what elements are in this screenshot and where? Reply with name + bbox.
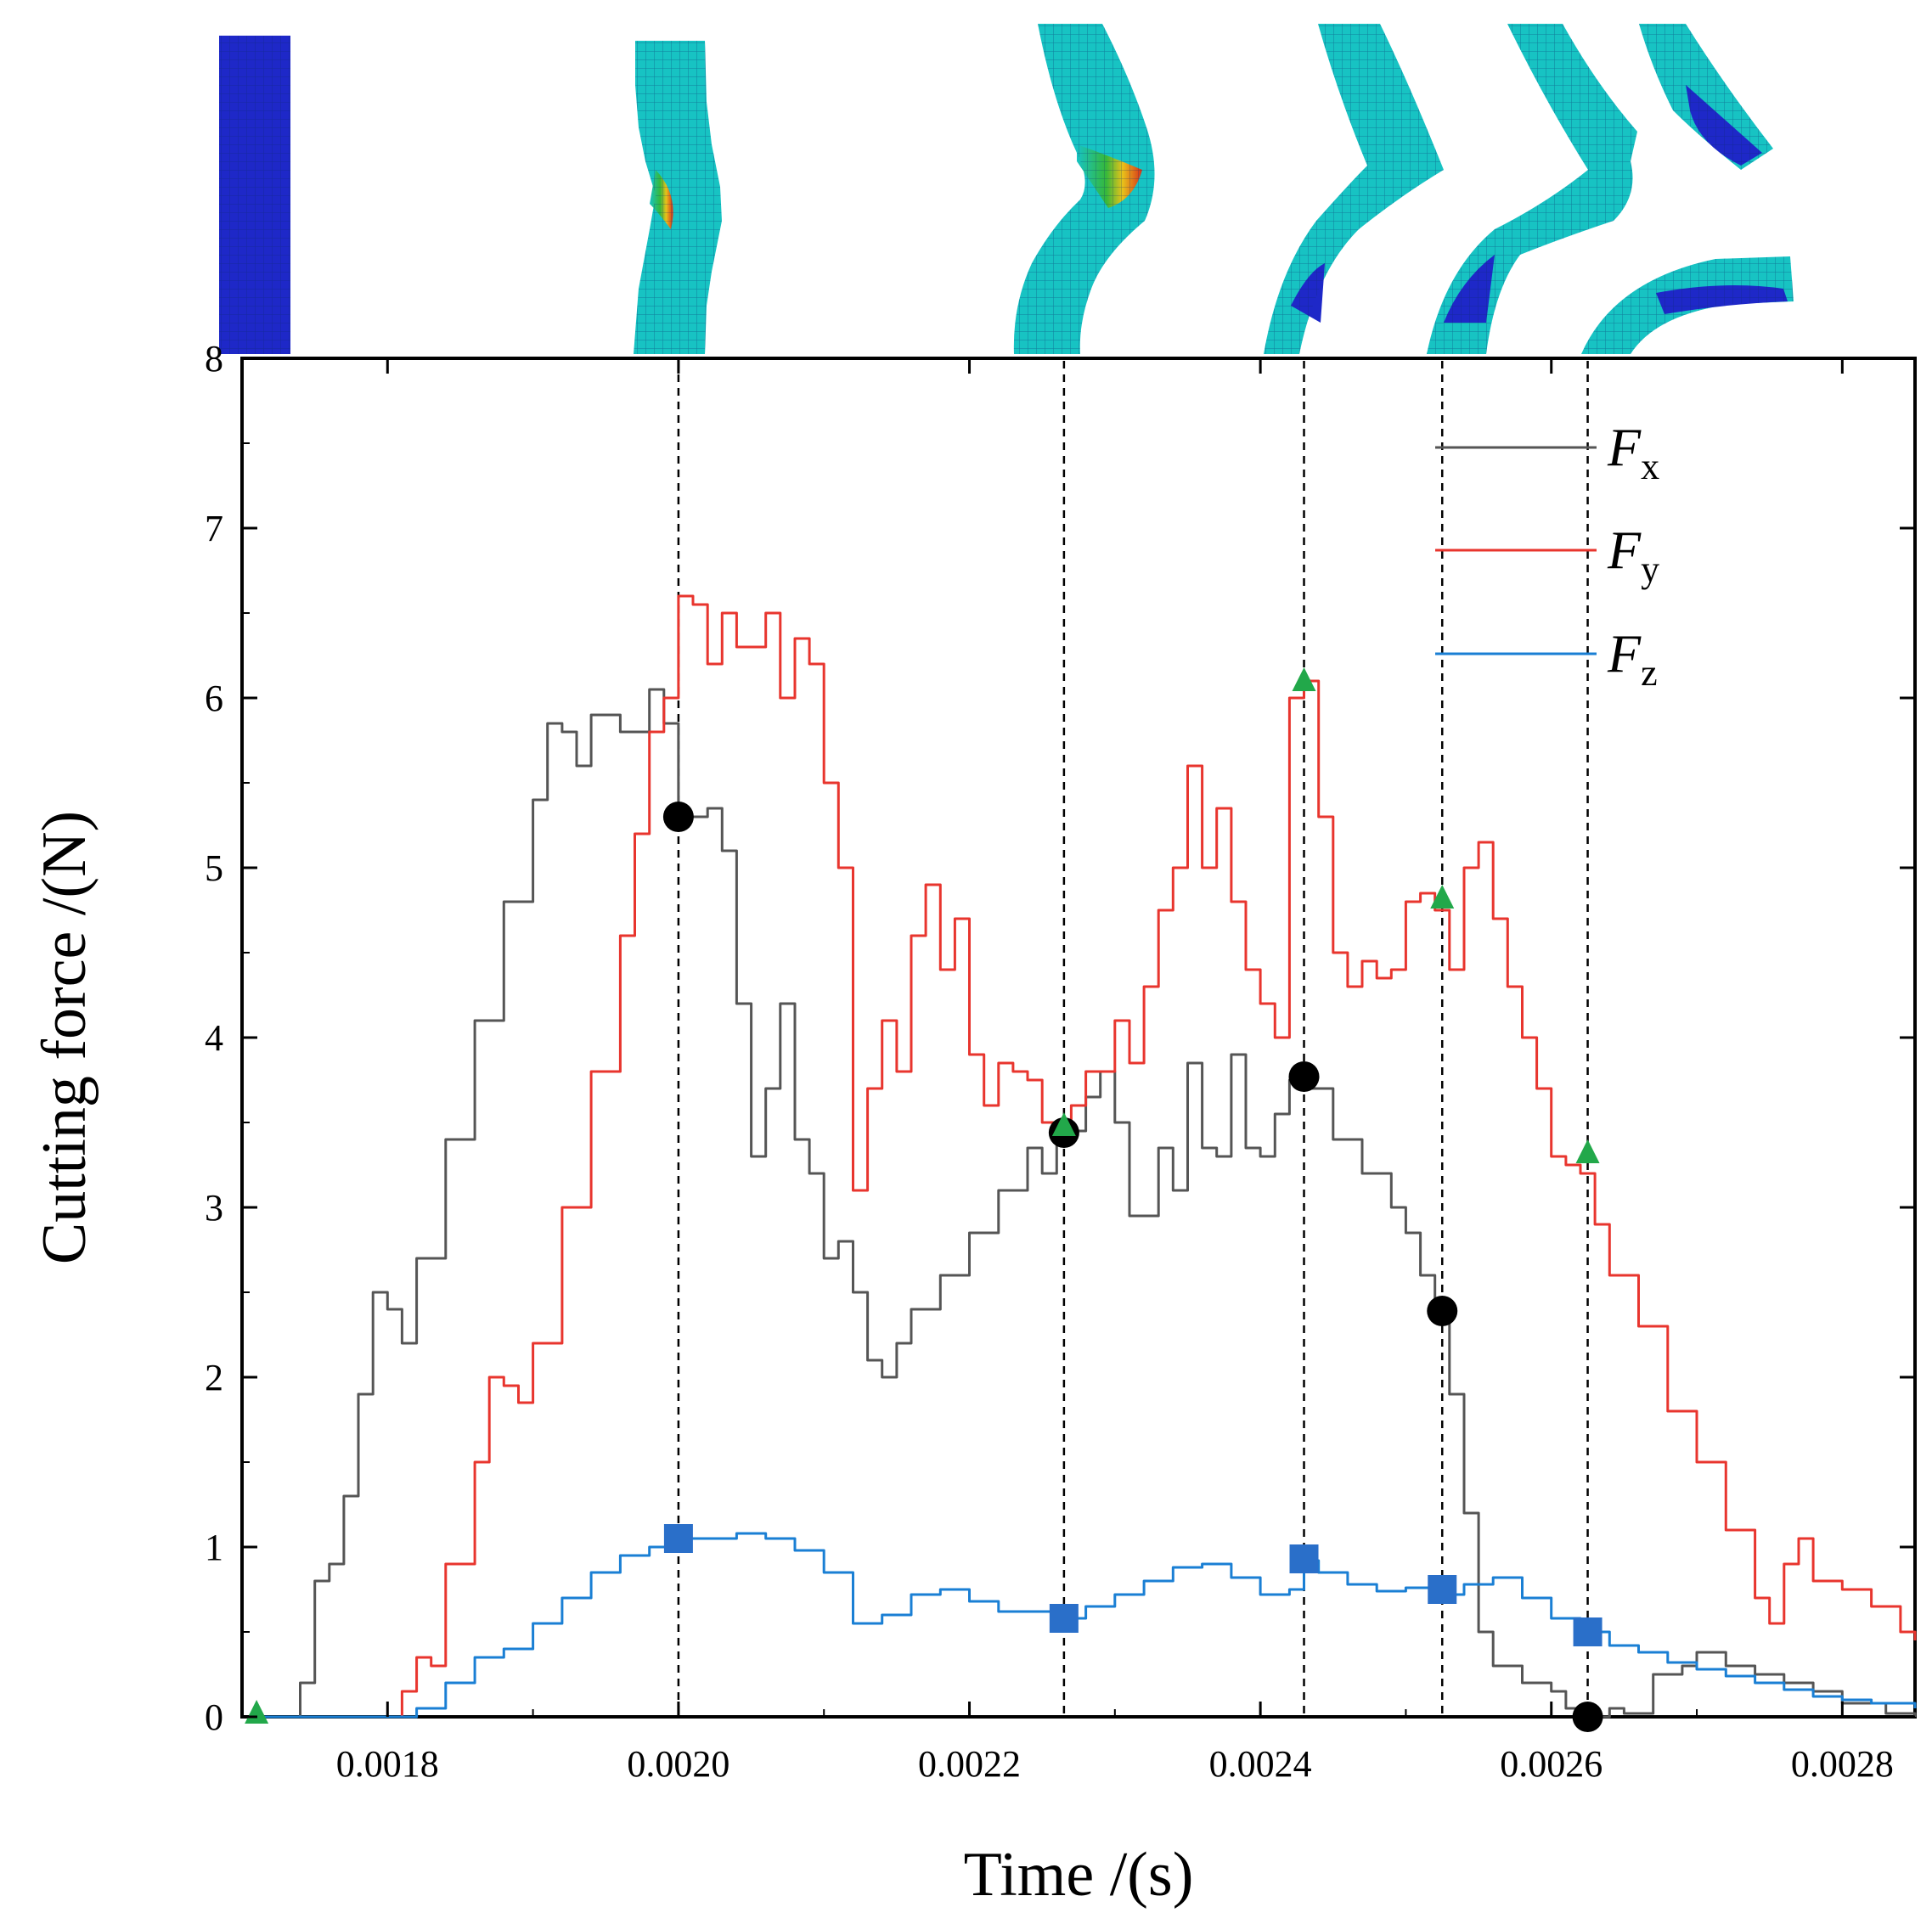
snapshot-6	[1581, 24, 1794, 354]
fy-triangle-marker	[1292, 667, 1316, 691]
y-tick-label: 8	[205, 338, 223, 380]
fy-triangle-marker	[1575, 1139, 1600, 1163]
point-markers	[245, 667, 1603, 1732]
deformation-snapshots	[219, 24, 1794, 354]
x-tick-label: 0.0020	[627, 1743, 729, 1785]
y-axis-title: Cutting force /(N)	[30, 811, 99, 1264]
y-tick-label: 0	[205, 1696, 223, 1738]
x-tick-label: 0.0018	[336, 1743, 439, 1785]
x-tick-label: 0.0024	[1209, 1743, 1312, 1785]
fz-square-marker	[663, 1524, 693, 1553]
y-axis: 0 1 2 3 4 5 6 7 8	[205, 338, 1915, 1738]
y-tick-label: 5	[205, 847, 223, 889]
fy-triangle-marker	[1430, 885, 1455, 909]
legend-label-fx: Fx	[1607, 417, 1659, 487]
fz-square-marker	[1428, 1575, 1457, 1604]
series-line-fx	[256, 688, 1917, 1719]
x-tick-label: 0.0028	[1791, 1743, 1894, 1785]
y-tick-label: 1	[205, 1527, 223, 1568]
y-tick-label: 2	[205, 1357, 223, 1398]
fz-square-marker	[1573, 1617, 1602, 1646]
plot-frame	[240, 357, 1917, 1719]
legend-label-fy: Fy	[1607, 520, 1659, 590]
fy-triangle-marker	[245, 1700, 269, 1724]
fy-triangle-marker	[1051, 1112, 1076, 1136]
x-tick-label: 0.0026	[1500, 1743, 1602, 1785]
snapshot-4	[1264, 24, 1444, 354]
series-line-fz	[256, 1532, 1917, 1719]
fx-circle-marker	[1572, 1702, 1603, 1732]
series-lines	[256, 594, 1917, 1719]
series-line-fy	[256, 594, 1917, 1719]
fz-square-marker	[1289, 1544, 1319, 1573]
y-tick-label: 4	[205, 1017, 223, 1059]
fx-circle-marker	[1427, 1296, 1458, 1326]
y-tick-label: 7	[205, 508, 223, 549]
x-axis-title: Time /(s)	[964, 1840, 1194, 1910]
y-tick-label: 6	[205, 678, 223, 719]
legend: Fx Fy Fz	[1435, 417, 1659, 694]
snapshot-1	[219, 36, 290, 354]
x-axis: 0.0018 0.0020 0.0022 0.0024 0.0026 0.0028	[241, 358, 1894, 1785]
snapshot-2	[634, 41, 722, 354]
y-tick-label: 3	[205, 1187, 223, 1229]
guide-lines	[677, 361, 1589, 1717]
snapshot-5	[1427, 24, 1637, 354]
fx-circle-marker	[1288, 1061, 1320, 1092]
snapshot-3	[1013, 24, 1155, 354]
fz-square-marker	[1049, 1604, 1079, 1633]
legend-label-fz: Fz	[1607, 623, 1658, 694]
x-tick-label: 0.0022	[918, 1743, 1021, 1785]
fx-circle-marker	[662, 802, 694, 832]
